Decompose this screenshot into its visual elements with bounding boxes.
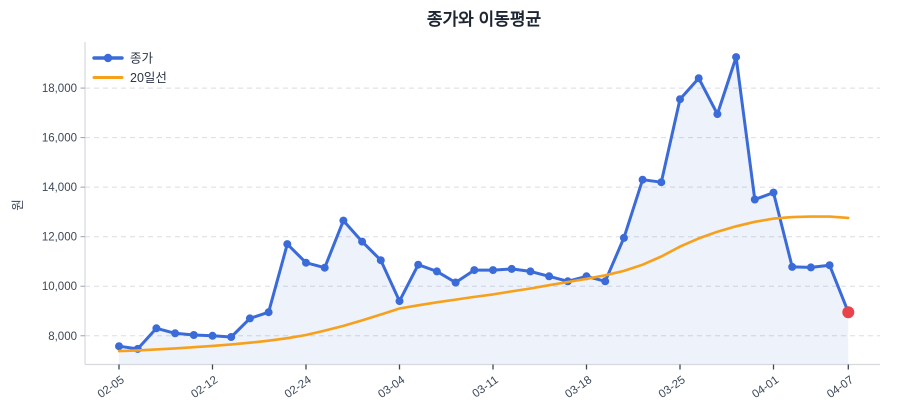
close-point-marker	[395, 297, 404, 306]
close-point-marker	[283, 240, 292, 249]
close-area-fill	[119, 57, 849, 364]
legend-close-label: 종가	[130, 52, 154, 66]
markers-layer	[115, 53, 855, 353]
close-point-marker	[152, 324, 161, 333]
close-point-marker	[339, 216, 348, 225]
y-tick-label: 12,000	[42, 232, 77, 244]
close-point-marker	[414, 260, 423, 269]
y-tick-label: 18,000	[42, 83, 77, 95]
close-point-marker	[638, 175, 647, 184]
close-point-marker	[302, 258, 310, 267]
close-point-marker	[358, 237, 367, 246]
close-point-marker	[432, 267, 441, 276]
close-point-marker	[750, 195, 759, 204]
close-price-line	[117, 55, 850, 351]
area-fill-layer	[119, 57, 849, 364]
close-point-marker	[545, 272, 554, 281]
legend-ma-label: 20일선	[130, 71, 167, 85]
x-tick-label: 03-25	[657, 374, 688, 401]
legend-close-marker-sample	[103, 53, 113, 63]
close-point-marker	[208, 331, 217, 340]
y-axis-label: 원	[11, 199, 25, 211]
y-tick-label: 16,000	[42, 133, 77, 145]
x-tick-label: 03-04	[376, 374, 407, 401]
close-point-marker	[245, 314, 254, 323]
close-line-layer	[117, 55, 850, 351]
close-point-marker	[676, 95, 684, 104]
close-point-marker	[788, 262, 797, 271]
close-point-marker	[264, 308, 273, 317]
ma-line-layer	[117, 215, 850, 353]
y-tick-label: 8,000	[48, 331, 77, 343]
x-tick-label: 04-01	[750, 374, 781, 401]
close-point-marker	[489, 266, 497, 275]
close-point-marker	[825, 261, 834, 270]
x-tick-label: 02-24	[283, 374, 314, 401]
close-point-marker	[694, 74, 703, 83]
close-point-marker	[657, 178, 666, 187]
last-close-point-marker	[842, 306, 855, 319]
x-tick-label: 03-18	[563, 374, 594, 401]
close-point-marker	[732, 53, 741, 62]
close-point-marker	[227, 333, 236, 341]
close-point-marker	[171, 329, 180, 338]
close-point-marker	[115, 342, 123, 351]
gridlines-layer	[85, 87, 880, 337]
close-point-marker	[619, 233, 628, 242]
chart-title: 종가와 이동평균	[427, 10, 542, 29]
close-point-marker	[507, 264, 516, 273]
ma-20day-line	[117, 215, 850, 353]
close-point-marker	[713, 110, 722, 119]
x-tick-label: 04-07	[825, 374, 856, 401]
close-point-marker	[470, 266, 479, 275]
y-tick-label: 14,000	[42, 182, 77, 194]
legend: 종가 20일선	[92, 52, 167, 85]
close-point-marker	[526, 267, 535, 276]
close-point-marker	[376, 256, 385, 265]
close-point-marker	[769, 188, 778, 197]
close-point-marker	[189, 331, 198, 339]
close-point-marker	[601, 277, 610, 286]
spines-layer	[84, 42, 880, 366]
x-tick-label: 03-11	[470, 374, 500, 400]
close-point-marker	[320, 263, 329, 272]
x-tick-label: 02-12	[189, 374, 220, 401]
y-tick-label: 10,000	[42, 281, 77, 293]
close-point-marker	[451, 278, 460, 287]
x-tick-label: 02-05	[96, 374, 127, 401]
close-point-marker	[806, 263, 815, 272]
